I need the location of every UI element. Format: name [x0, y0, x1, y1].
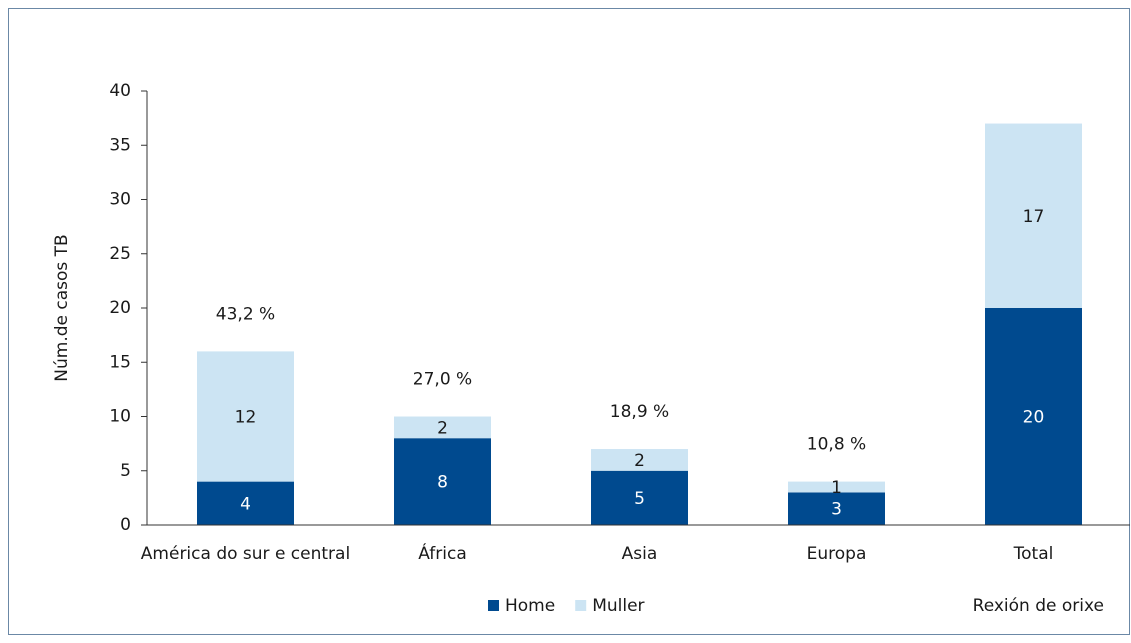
bar-segment: [591, 470, 688, 525]
x-tick-label: Europa: [807, 544, 867, 564]
bar-segment: [197, 481, 294, 525]
data-label: 20: [1023, 408, 1045, 428]
x-tick-label: Total: [1013, 544, 1054, 564]
legend-label: Muller: [592, 596, 644, 616]
data-label: 5: [634, 489, 645, 509]
data-label: 1: [831, 478, 842, 498]
data-label: 2: [437, 418, 448, 438]
bar-segment: [788, 481, 885, 493]
legend-label: Home: [505, 596, 555, 616]
data-label: 8: [437, 473, 448, 493]
annotation: 18,9 %: [610, 402, 669, 422]
y-tick-label: 5: [120, 461, 131, 481]
y-tick-label: 10: [109, 407, 131, 427]
x-tick-label: África: [418, 542, 467, 564]
y-tick-label: 20: [109, 298, 131, 318]
data-label: 12: [235, 408, 257, 428]
y-tick-label: 40: [109, 81, 131, 101]
bar-segment: [985, 308, 1082, 525]
frame: [8, 8, 1130, 635]
x-axis-label: Rexión de orixe: [973, 596, 1104, 616]
bar-segment: [591, 449, 688, 471]
y-tick-label: 15: [109, 352, 131, 372]
bar-segment: [788, 492, 885, 525]
y-tick-label: 30: [109, 190, 131, 210]
data-label: 17: [1023, 207, 1045, 227]
y-axis-label: Núm.de casos TB: [52, 234, 72, 381]
annotation: 10,8 %: [807, 435, 866, 455]
y-tick-label: 25: [109, 244, 131, 264]
bar-segment: [197, 351, 294, 482]
x-tick-label: Asia: [622, 544, 658, 564]
legend-swatch: [575, 600, 587, 611]
annotation: 43,2 %: [216, 304, 275, 324]
annotation: 27,0 %: [413, 370, 472, 390]
legend-swatch: [488, 600, 499, 611]
y-tick-label: 35: [109, 135, 131, 155]
x-tick-label: América do sur e central: [141, 544, 350, 564]
bar-segment: [394, 438, 491, 525]
data-label: 3: [831, 500, 842, 520]
bar-segment: [394, 416, 491, 439]
data-label: 4: [240, 494, 251, 514]
y-tick-label: 0: [120, 515, 131, 535]
bar-segment: [985, 123, 1082, 308]
data-label: 2: [634, 451, 645, 471]
